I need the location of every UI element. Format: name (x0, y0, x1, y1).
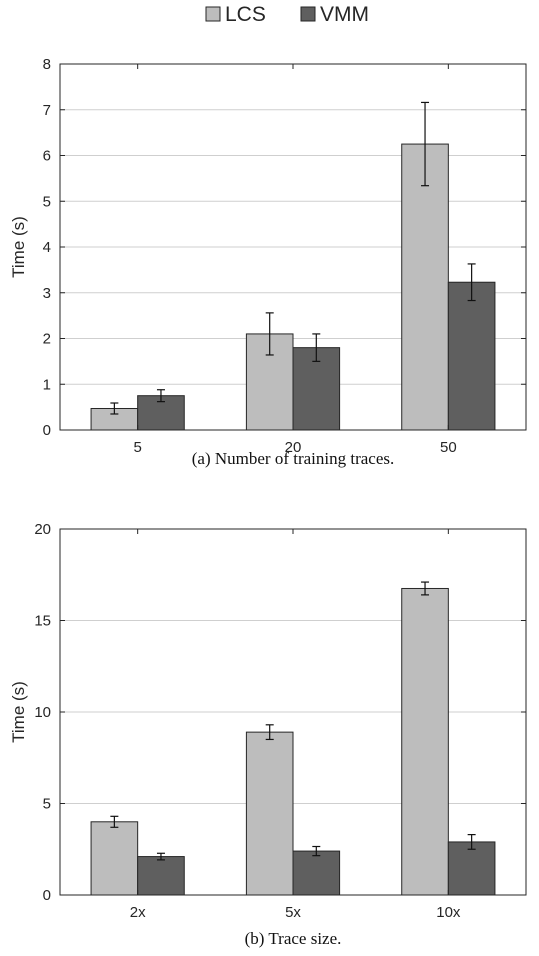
legend: LCS VMM (205, 3, 369, 26)
bar-lcs-2x (90, 821, 139, 896)
y-tick-label: 3 (43, 285, 51, 302)
chart-panel-a: 0 1 2 3 4 5 6 7 8 5 20 50 Time (s) (a) Number of trai… (9, 56, 527, 468)
y-axis-label: Time (s) (9, 681, 28, 743)
x-tick-label: 20 (285, 439, 302, 456)
y-tick-label: 8 (43, 56, 51, 73)
chart-panel-b: 0 5 10 15 20 2x 5x 10x Time (s) (b) Trace size. (9, 521, 527, 948)
bar-vmm-2x (137, 856, 185, 896)
bar-lcs-5x (245, 731, 294, 896)
figure-caption: (a) Number of training traces. (192, 449, 395, 468)
legend-label-lcs: LCS (225, 3, 266, 26)
figure-caption: (b) Trace size. (245, 929, 342, 948)
bar-lcs-10x (401, 587, 449, 896)
y-tick-label: 0 (43, 422, 51, 439)
x-tick-label: 5 (133, 439, 141, 456)
y-axis-label: Time (s) (9, 216, 28, 278)
bar-vmm-10x (447, 841, 496, 896)
bar-vmm-5x (292, 850, 341, 896)
y-tick-label: 4 (43, 239, 51, 256)
y-tick-label: 7 (43, 102, 51, 119)
y-tick-label: 20 (34, 521, 51, 538)
y-tick-label: 6 (43, 148, 51, 165)
y-tick-label: 5 (43, 796, 51, 813)
x-tick-label: 5x (285, 904, 301, 921)
legend-label-vmm: VMM (320, 3, 369, 26)
bar-lcs-50 (401, 143, 449, 431)
y-tick-label: 1 (43, 376, 51, 393)
x-tick-label: 50 (440, 439, 457, 456)
x-tick-label: 2x (130, 904, 146, 921)
y-tick-label: 5 (43, 193, 51, 210)
y-tick-label: 15 (34, 613, 51, 630)
y-tick-label: 2 (43, 331, 51, 348)
legend-swatch-vmm (300, 6, 316, 22)
y-tick-label: 0 (43, 887, 51, 904)
axes-frame (59, 63, 527, 431)
y-tick-label: 10 (34, 704, 51, 721)
bar-vmm-50 (447, 281, 496, 431)
x-tick-label: 10x (436, 904, 461, 921)
axes-frame (59, 528, 527, 896)
legend-swatch-lcs (205, 6, 221, 22)
